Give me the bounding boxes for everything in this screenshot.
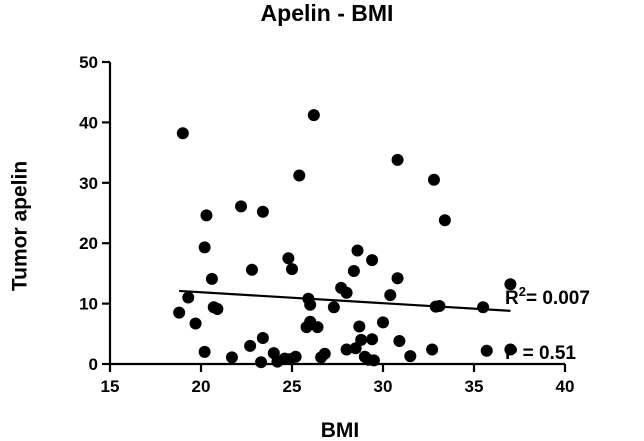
x-tick-label: 20 bbox=[192, 377, 211, 396]
r-squared-superscript: 2 bbox=[519, 284, 526, 299]
y-tick-label: 50 bbox=[79, 53, 98, 72]
data-point bbox=[173, 306, 186, 319]
data-point bbox=[504, 343, 517, 356]
data-point bbox=[391, 272, 404, 285]
data-point bbox=[286, 263, 298, 276]
x-tick-label: 30 bbox=[374, 377, 393, 396]
data-point bbox=[340, 343, 353, 356]
data-point bbox=[351, 244, 364, 257]
data-point bbox=[438, 214, 451, 227]
data-point bbox=[384, 289, 397, 302]
data-point bbox=[235, 200, 248, 213]
data-point bbox=[311, 321, 324, 334]
data-point bbox=[504, 278, 517, 291]
data-point bbox=[347, 264, 360, 277]
data-point bbox=[245, 263, 258, 276]
data-point bbox=[282, 252, 295, 265]
data-point bbox=[182, 291, 195, 304]
data-point bbox=[289, 350, 302, 363]
axes bbox=[108, 62, 565, 366]
data-point bbox=[304, 298, 317, 311]
data-point bbox=[198, 241, 211, 254]
data-point bbox=[355, 333, 368, 346]
data-point bbox=[480, 344, 493, 357]
y-axis-title: Tumor apelin bbox=[9, 161, 32, 291]
data-point bbox=[404, 350, 417, 363]
data-point bbox=[256, 332, 269, 345]
data-point bbox=[307, 109, 320, 122]
r-squared-annotation: R2= 0.007 bbox=[505, 284, 590, 309]
data-points bbox=[173, 109, 517, 369]
regression-line bbox=[179, 289, 511, 312]
data-point bbox=[205, 272, 218, 285]
data-point bbox=[189, 317, 202, 330]
y-ticks: 0 10 20 30 40 50 bbox=[79, 53, 110, 374]
data-point bbox=[225, 351, 238, 364]
x-tick-label: 35 bbox=[465, 377, 484, 396]
y-tick-label: 20 bbox=[79, 234, 98, 253]
data-point bbox=[366, 254, 379, 267]
data-point bbox=[367, 354, 380, 367]
data-point bbox=[477, 301, 490, 314]
data-point bbox=[427, 173, 440, 186]
data-point bbox=[353, 320, 366, 333]
r-squared-prefix: R bbox=[505, 288, 519, 309]
data-point bbox=[293, 169, 306, 182]
r-squared-value: = 0.007 bbox=[526, 288, 590, 309]
x-tick-label: 25 bbox=[283, 377, 302, 396]
chart-title: Apelin - BMI bbox=[261, 0, 394, 26]
x-axis-title: BMI bbox=[321, 419, 360, 441]
x-tick-label: 40 bbox=[556, 377, 575, 396]
data-point bbox=[393, 335, 406, 348]
regression-line-group bbox=[179, 289, 511, 312]
x-ticks: 15 20 25 30 35 40 bbox=[101, 364, 575, 396]
data-point bbox=[391, 153, 404, 166]
data-point bbox=[255, 356, 268, 369]
data-point bbox=[244, 339, 257, 352]
y-tick-label: 30 bbox=[79, 174, 98, 193]
data-point bbox=[211, 303, 224, 316]
x-tick-label: 15 bbox=[101, 377, 120, 396]
data-point bbox=[366, 333, 379, 346]
y-tick-label: 40 bbox=[79, 113, 98, 132]
data-point bbox=[200, 209, 213, 222]
data-point bbox=[340, 286, 353, 299]
data-point bbox=[256, 205, 269, 218]
data-point bbox=[327, 301, 340, 314]
y-tick-label: 10 bbox=[79, 295, 98, 314]
p-value-annotation: P = 0.51 bbox=[505, 343, 576, 364]
y-tick-label: 0 bbox=[89, 355, 98, 374]
data-point bbox=[377, 316, 389, 329]
data-point bbox=[426, 343, 439, 356]
data-point bbox=[176, 127, 189, 140]
data-point bbox=[198, 345, 211, 358]
data-point bbox=[318, 347, 331, 360]
